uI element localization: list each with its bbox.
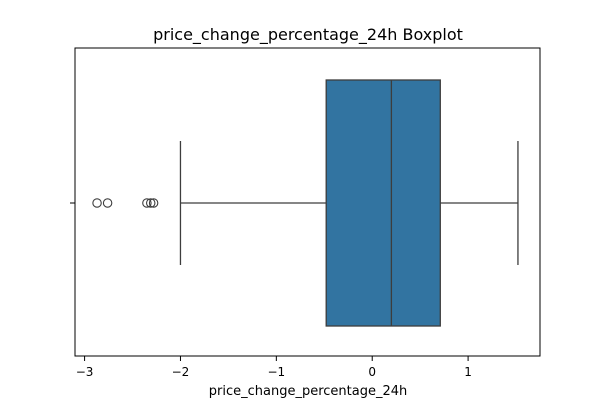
outlier-point bbox=[148, 198, 159, 208]
x-tick-label: −1 bbox=[267, 365, 285, 379]
outlier-point bbox=[142, 198, 152, 208]
outlier-point bbox=[102, 198, 113, 208]
x-tick-label: 1 bbox=[464, 365, 472, 379]
outlier-point bbox=[92, 198, 102, 208]
x-axis: −3 −2 −1 0 1 bbox=[76, 356, 472, 379]
iqr-box bbox=[325, 79, 441, 327]
boxplot-layer bbox=[92, 79, 519, 327]
x-tick-label: 0 bbox=[368, 365, 376, 379]
x-axis-label: price_change_percentage_24h bbox=[209, 384, 408, 399]
outlier-point bbox=[145, 198, 156, 208]
x-tick-label: −3 bbox=[76, 365, 94, 379]
chart-title: price_change_percentage_24h Boxplot bbox=[153, 25, 463, 45]
plot-area-frame bbox=[74, 47, 541, 357]
x-tick-label: −2 bbox=[172, 365, 190, 379]
